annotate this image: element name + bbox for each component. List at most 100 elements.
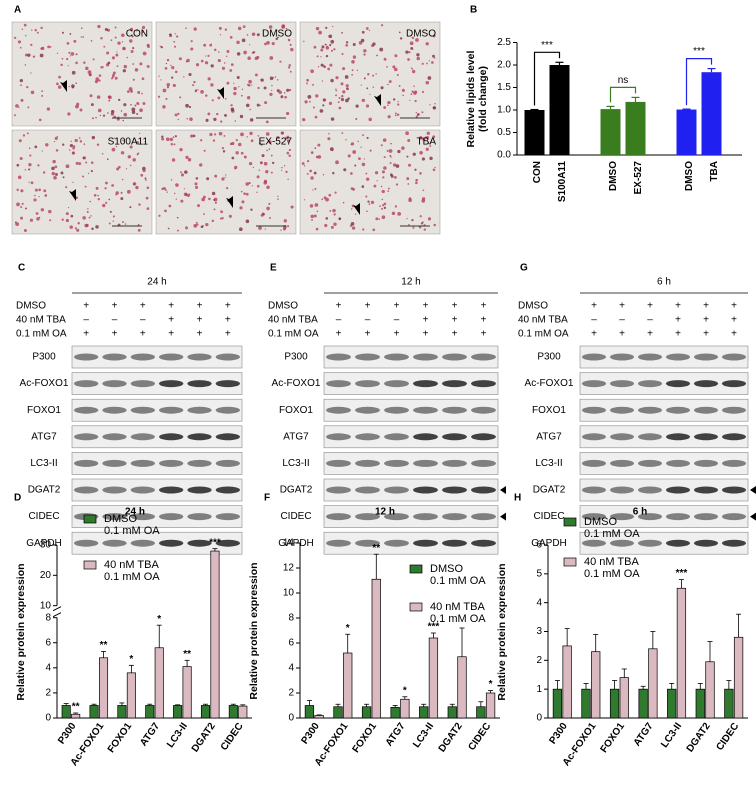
- y-tick-label: 12: [283, 563, 295, 574]
- stain-dot: [97, 198, 100, 201]
- stain-dot: [276, 78, 279, 81]
- stain-dot: [102, 66, 105, 68]
- stain-dot: [408, 163, 412, 167]
- stain-dot: [91, 117, 94, 120]
- band: [610, 459, 634, 467]
- y-tick-label: 1: [536, 684, 542, 695]
- stain-dot: [343, 168, 347, 172]
- blot-strip: [323, 505, 499, 528]
- stain-dot: [281, 142, 283, 144]
- stain-dot: [41, 90, 44, 93]
- stain-dot: [176, 229, 179, 232]
- stain-dot: [419, 150, 423, 155]
- blot-strip: [579, 478, 749, 502]
- significance-label: **: [72, 702, 80, 713]
- stain-dot: [407, 183, 410, 185]
- stain-dot: [314, 115, 318, 119]
- stain-dot: [366, 210, 368, 213]
- stain-dot: [328, 193, 332, 197]
- stain-dot: [351, 69, 354, 72]
- stain-dot: [233, 86, 237, 91]
- stain-dot: [395, 183, 399, 186]
- band: [666, 486, 690, 494]
- stain-dot: [411, 67, 414, 70]
- stain-dot: [221, 147, 225, 150]
- image-label: DMSO: [406, 29, 436, 40]
- stain-dot: [256, 184, 260, 188]
- condition-label: 40 nM TBA: [268, 315, 318, 326]
- stain-dot: [188, 105, 192, 109]
- stain-dot: [40, 208, 44, 212]
- band: [582, 433, 606, 441]
- significance-label: ***: [693, 46, 705, 57]
- stain-dot: [306, 82, 308, 85]
- stain-dot: [383, 166, 387, 170]
- condition-sign: +: [225, 315, 231, 326]
- band: [326, 486, 351, 494]
- stain-dot: [313, 214, 317, 218]
- legend-swatch: [563, 517, 577, 527]
- stain-dot: [115, 191, 119, 195]
- stain-dot: [27, 106, 30, 109]
- stain-dot: [261, 154, 265, 158]
- stain-dot: [28, 163, 32, 167]
- protein-label: ATG7: [536, 431, 562, 442]
- band: [102, 539, 127, 547]
- stain-dot: [251, 84, 253, 86]
- band: [638, 513, 662, 521]
- stain-dot: [351, 226, 356, 230]
- stain-dot: [288, 148, 291, 152]
- stain-dot: [173, 40, 176, 43]
- band: [159, 433, 184, 441]
- stain-dot: [287, 178, 289, 181]
- condition-sign: +: [731, 301, 737, 312]
- stain-dot: [389, 155, 392, 157]
- condition-sign: +: [452, 315, 458, 326]
- stain-dot: [367, 200, 370, 203]
- band: [384, 539, 409, 547]
- stain-dot: [69, 225, 73, 229]
- stain-dot: [90, 161, 94, 164]
- bar: [89, 705, 99, 719]
- stain-dot: [386, 149, 389, 152]
- stain-dot: [30, 43, 33, 47]
- stain-dot: [263, 161, 268, 166]
- stain-dot: [99, 114, 101, 116]
- band: [355, 459, 380, 467]
- stain-dot: [192, 84, 195, 87]
- condition-sign: +: [336, 329, 342, 340]
- condition-sign: +: [197, 329, 203, 340]
- stain-dot: [129, 39, 133, 43]
- condition-sign: +: [675, 301, 681, 312]
- y-tick-label: 10: [40, 600, 52, 611]
- band: [610, 513, 634, 521]
- stain-dot: [92, 58, 95, 61]
- stain-dot: [223, 134, 226, 137]
- stain-dot: [341, 94, 344, 98]
- stain-dot: [71, 84, 75, 88]
- stain-dot: [387, 83, 389, 86]
- band: [215, 513, 240, 521]
- stain-dot: [146, 207, 150, 211]
- stain-dot: [397, 100, 399, 103]
- stain-dot: [406, 177, 410, 181]
- stain-dot: [340, 82, 344, 86]
- stain-dot: [25, 34, 27, 37]
- stain-dot: [213, 208, 216, 211]
- stain-dot: [382, 204, 385, 207]
- band: [187, 433, 212, 441]
- stain-dot: [131, 107, 136, 112]
- stain-dot: [185, 226, 188, 230]
- stain-dot: [43, 189, 47, 193]
- condition-sign: +: [647, 329, 653, 340]
- stain-dot: [407, 58, 410, 61]
- stain-dot: [321, 198, 324, 201]
- stain-dot: [214, 174, 218, 178]
- stain-dot: [325, 197, 329, 202]
- stain-dot: [249, 131, 253, 136]
- stain-dot: [325, 46, 330, 50]
- stain-dot: [229, 142, 233, 146]
- bar: [447, 706, 457, 719]
- band: [130, 459, 155, 467]
- stain-dot: [80, 36, 82, 38]
